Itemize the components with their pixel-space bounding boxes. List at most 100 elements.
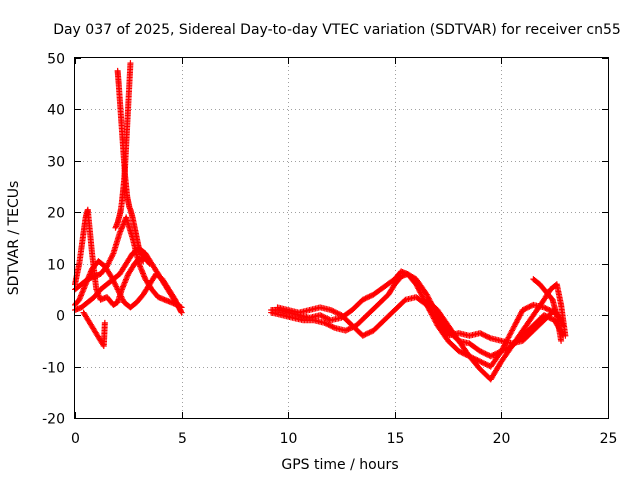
data-point	[172, 299, 179, 306]
data-point	[361, 332, 368, 339]
data-point	[475, 363, 482, 370]
data-point	[528, 329, 535, 336]
data-point	[366, 329, 373, 336]
data-point	[322, 314, 329, 321]
data-point	[106, 271, 113, 277]
data-point	[534, 279, 541, 286]
data-point	[464, 340, 471, 347]
data-point	[528, 324, 535, 331]
data-point	[365, 330, 372, 337]
data-point	[323, 315, 330, 322]
data-point	[363, 330, 370, 337]
data-point	[112, 300, 119, 307]
data-point	[329, 307, 336, 314]
data-point	[127, 253, 134, 259]
data-point	[499, 347, 506, 354]
data-point	[362, 295, 369, 302]
data-point	[304, 307, 311, 314]
data-point	[344, 326, 351, 333]
data-point	[545, 306, 552, 313]
data-point	[477, 358, 484, 365]
tick-labels: 0 5 10 15 20 25 -20 -10 0 10 20 30 40 50	[42, 52, 617, 448]
y-tick-label: 30	[47, 155, 65, 171]
data-point	[93, 284, 100, 291]
data-point	[287, 314, 294, 321]
data-point	[133, 233, 140, 240]
data-point	[389, 309, 396, 316]
data-point	[331, 308, 338, 315]
data-point	[153, 291, 160, 298]
data-point	[496, 361, 503, 367]
data-point	[396, 275, 403, 282]
data-point	[479, 331, 486, 338]
data-point	[367, 328, 374, 335]
data-point	[389, 277, 396, 284]
data-point	[521, 306, 528, 313]
data-point	[482, 361, 489, 367]
data-point	[453, 346, 460, 353]
grid-lines	[75, 58, 608, 418]
data-point	[345, 326, 352, 333]
y-tick-label: 50	[47, 52, 65, 68]
x-tick-label: 25	[600, 431, 618, 447]
data-point	[523, 305, 530, 312]
data-point	[108, 277, 115, 284]
data-point	[145, 259, 152, 266]
data-point	[459, 350, 466, 357]
data-point	[496, 337, 503, 344]
data-point	[145, 259, 152, 265]
data-point	[494, 350, 501, 357]
data-point	[383, 293, 390, 300]
data-point	[475, 357, 482, 364]
data-point	[538, 319, 545, 326]
data-point	[325, 316, 332, 322]
data-point	[458, 349, 465, 356]
data-point	[347, 320, 354, 327]
data-point	[481, 350, 488, 357]
data-point	[538, 314, 545, 321]
data-point	[135, 243, 142, 250]
data-point	[543, 305, 550, 312]
data-point	[553, 310, 560, 317]
data-point	[541, 286, 548, 293]
x-tick-label: 10	[280, 431, 298, 447]
data-point	[333, 309, 340, 316]
data-point	[318, 312, 325, 319]
data-point	[335, 310, 342, 317]
chart-title: Day 037 of 2025, Sidereal Day-to-day VTE…	[53, 22, 621, 38]
data-point	[334, 310, 341, 317]
data-point	[321, 314, 328, 321]
data-point	[457, 348, 464, 355]
data-point	[82, 277, 89, 284]
data-point	[357, 330, 364, 337]
data-point	[159, 278, 166, 285]
data-point	[493, 350, 500, 357]
data-point	[483, 361, 490, 368]
data-point	[546, 307, 553, 313]
data-point	[557, 336, 564, 343]
data-point	[74, 298, 81, 305]
data-point	[326, 322, 333, 329]
data-point	[379, 319, 386, 326]
data-point	[478, 359, 485, 366]
data-point	[102, 265, 109, 272]
data-point	[118, 287, 125, 294]
data-point	[324, 321, 331, 328]
data-point	[319, 319, 326, 326]
data-point	[166, 289, 173, 295]
data-point	[114, 272, 121, 279]
data-point	[277, 311, 284, 318]
data-point	[453, 335, 460, 342]
data-point	[330, 308, 337, 315]
data-point	[76, 283, 83, 289]
data-point	[485, 334, 492, 340]
data-point	[367, 292, 374, 299]
data-point	[141, 274, 148, 281]
data-point	[487, 353, 494, 360]
data-point	[497, 348, 504, 355]
data-point	[177, 308, 184, 315]
data-point	[130, 263, 137, 270]
data-point	[518, 309, 525, 316]
x-tick-label: 5	[178, 431, 187, 447]
data-point	[116, 231, 123, 238]
